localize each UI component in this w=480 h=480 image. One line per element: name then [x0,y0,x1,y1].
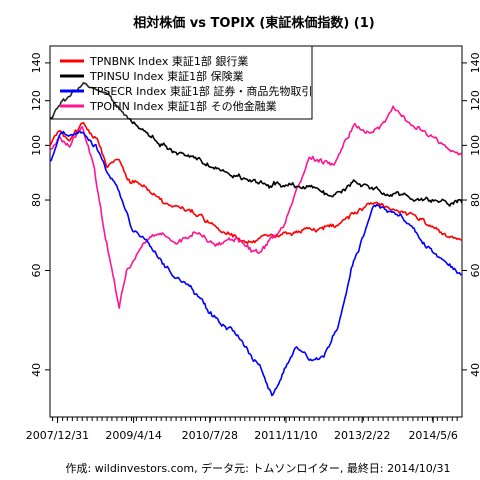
y-tick-label-right: 140 [469,52,480,73]
legend-label: TPOFIN Index 東証1部 その他金融業 [89,99,277,113]
y-tick-label-left: 60 [30,264,43,278]
series-layer [49,82,463,397]
series-line [49,82,463,207]
axes-group: 40 40 60 60 80 80 100 100 120 120 140 140 2007/12/31… [26,45,480,442]
legend-box [49,45,313,120]
chart-title: 相対株価 vs TOPIX (東証株価指数) (1) [133,15,374,31]
y-tick-label-right: 80 [469,193,480,207]
y-tick-label-left: 80 [30,193,43,207]
y-tick-label-right: 100 [469,135,480,156]
y-tick-label-left: 120 [30,90,43,111]
legend-label: TPNBNK Index 東証1部 銀行業 [89,54,248,68]
y-tick-label-left: 100 [30,135,43,156]
y-tick-label-right: 60 [469,264,480,278]
x-tick-label: 2013/2/22 [334,429,390,442]
x-tick-label: 2009/4/14 [105,429,161,442]
x-tick-label: 2010/7/28 [182,429,238,442]
legend-label: TPINSU Index 東証1部 保険業 [89,69,244,83]
legend-label: TPSECR Index 東証1部 証券・商品先物取引 [89,84,312,98]
y-tick-label-right: 120 [469,90,480,111]
y-tick-label-left: 40 [30,363,43,377]
chart-caption: 作成: wildinvestors.com, データ元: トムソンロイター, 最… [66,461,451,475]
series-line [49,121,463,245]
y-tick-label-right: 40 [469,363,480,377]
series-line [49,105,463,309]
series-line [49,130,463,397]
x-tick-label: 2011/11/10 [254,429,317,442]
x-tick-label: 2007/12/31 [26,429,89,442]
x-tick-label: 2014/5/6 [408,429,457,442]
y-tick-label-left: 140 [30,52,43,73]
